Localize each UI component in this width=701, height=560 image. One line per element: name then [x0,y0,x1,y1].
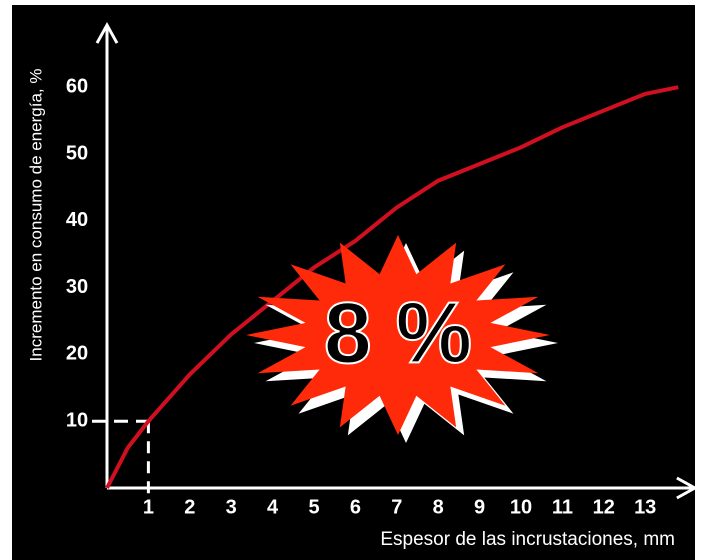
starburst-shape [246,235,550,435]
x-arrow [676,476,698,500]
x-tick-label: 12 [593,496,615,518]
y-tick-label: 30 [66,276,88,298]
x-tick-label: 7 [391,496,402,518]
x-tick-label: 6 [350,496,361,518]
data-line [105,85,679,489]
starburst: 8 % [246,235,558,443]
y-tick-label: 10 [66,409,88,431]
y-axis-label: Incremento en consumo de energía, % [26,69,45,362]
x-tick-label: 4 [267,496,279,518]
x-tick-label: 13 [634,496,656,518]
x-tick-label: 10 [510,496,532,518]
annotation: 8 % [324,286,472,382]
x-tick-label: 9 [474,496,485,518]
y-tick-label: 50 [66,142,88,164]
x-tick-label: 3 [226,496,237,518]
x-tick-label: 5 [308,496,319,518]
y-tick-label: 60 [66,75,88,97]
x-tick-label: 11 [552,496,573,518]
y-tick-label: 40 [66,209,88,231]
x-tick-label: 2 [184,496,195,518]
x-tick-label: 8 [433,496,444,518]
x-tick-label: 1 [143,496,154,518]
y-tick-label: 20 [66,343,88,365]
x-axis-label: Espesor de las incrustaciones, mm [380,529,675,550]
y-arrow [95,21,119,44]
